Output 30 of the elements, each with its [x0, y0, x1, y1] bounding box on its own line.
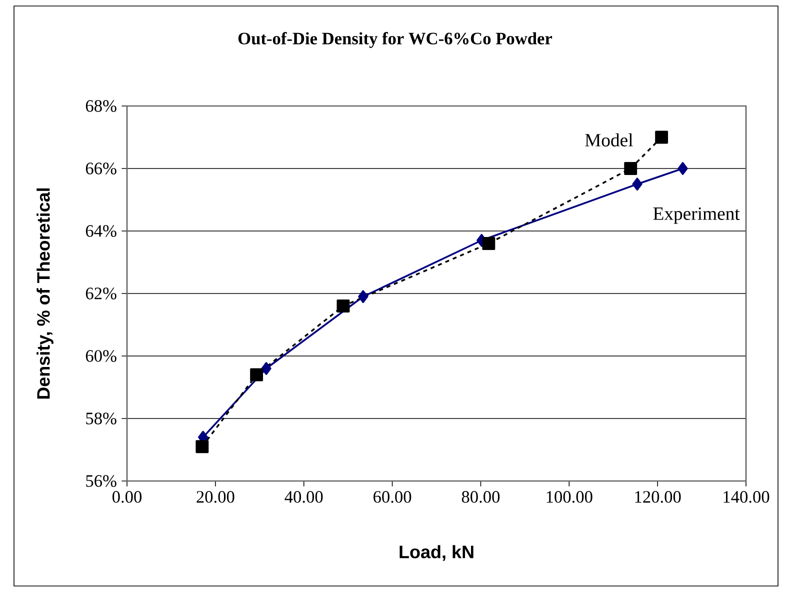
y-tick-label: 58%: [86, 412, 116, 424]
point: [196, 440, 209, 454]
point: [336, 300, 350, 312]
y-tick-label: 66%: [86, 162, 116, 174]
series-label: Experiment: [653, 207, 740, 224]
series-label: Model: [585, 133, 633, 146]
point: [261, 362, 272, 375]
y-tick-label: 60%: [86, 350, 116, 362]
point: [358, 290, 368, 304]
x-tick-label: 100.00: [546, 491, 592, 503]
x-tick-label: 40.00: [284, 491, 323, 503]
point: [482, 237, 496, 250]
x-tick-label: 120.00: [635, 491, 681, 503]
point: [624, 162, 638, 175]
point: [250, 368, 264, 382]
chart-title: Out-of-Die Density for WC-6%Co Powder: [238, 32, 552, 48]
point: [678, 162, 688, 175]
point: [632, 178, 642, 191]
x-tick-label: 140.00: [724, 491, 770, 503]
point: [655, 130, 668, 144]
y-tick-label: 56%: [86, 475, 116, 487]
y-tick-label: 62%: [86, 288, 116, 300]
x-tick-label: 60.00: [374, 491, 412, 503]
y-tick-label: 68%: [86, 100, 116, 112]
x-axis-title: Load, kN: [400, 545, 474, 561]
x-tick-label: 0.00: [112, 491, 142, 503]
y-tick-label: 64%: [86, 225, 116, 237]
x-tick-label: 80.00: [462, 491, 500, 503]
x-tick-label: 20.00: [196, 491, 234, 503]
y-axis-title: Density, % of Theoretical: [36, 188, 54, 399]
